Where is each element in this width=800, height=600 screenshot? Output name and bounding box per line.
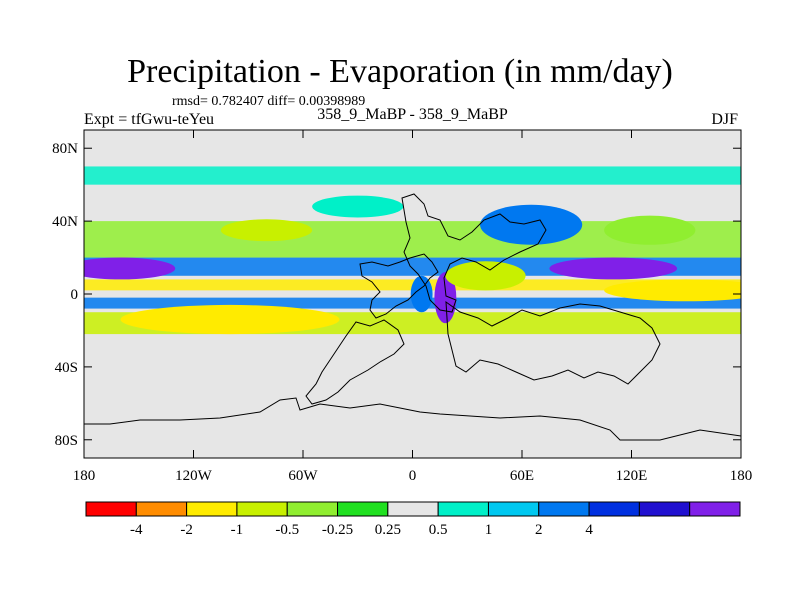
colorbar-label-4: -0.25 [322,522,353,538]
coastline-eurasia [401,193,547,313]
y-tick-label-4: 80S [55,433,78,449]
colorbar-box-10 [588,501,640,517]
colorbar-label-6: 0.5 [429,522,448,538]
colorbar-box-6 [387,501,439,517]
coastline-layer [84,193,741,441]
field-feature-9 [410,275,433,313]
colorbar-label-1: -2 [180,522,193,538]
colorbar-box-1 [135,501,188,517]
chart-title: Precipitation - Evaporation (in mm/day) [127,53,673,90]
coastline-north-america [359,253,439,319]
left-subtitle: Expt = tfGwu-teYeu [84,111,215,128]
field-band-5 [84,166,741,185]
field-feature-3 [604,279,741,302]
field-feature-5 [549,257,678,280]
y-tick-label-0: 80N [52,141,78,157]
colorbar: -4 -2 -1 -0.5 -0.25 0.25 0.5 1 2 4 [85,501,741,538]
y-tick-label-2: 0 [71,287,79,303]
colorbar-box-4 [286,501,339,517]
colorbar-label-8: 2 [535,522,543,538]
field-feature-10 [312,195,404,218]
x-tick-label-2: 60W [288,468,318,484]
field-feature-7 [480,204,583,245]
colorbar-box-9 [538,501,590,517]
x-tick-label-0: 180 [73,468,96,484]
colorbar-box-0 [85,501,137,517]
right-subtitle: DJF [711,111,738,128]
center-subtitle: 358_9_MaBP - 358_9_MaBP [317,106,508,123]
field-feature-4 [84,257,176,280]
x-tick-label-6: 180 [730,468,753,484]
coastline-south-america [305,319,405,405]
coastline-africa-australia [445,300,661,385]
field-layer [84,130,741,458]
colorbar-label-9: 4 [585,522,593,538]
field-feature-13 [604,215,696,245]
x-tick-label-5: 120E [616,468,648,484]
coastline-antarctica [84,397,741,441]
colorbar-label-2: -1 [231,522,244,538]
colorbar-box-7 [437,501,489,517]
field-feature-12 [445,261,526,291]
x-tick-label-4: 60E [510,468,534,484]
colorbar-box-3 [236,501,288,517]
axes-layer: 180 120W 60W 0 60E 120E 180 80N 40N 0 40S 80S [52,130,752,484]
field-feature-1 [120,304,340,335]
colorbar-box-11 [638,501,691,517]
field-feature-11 [220,219,313,242]
colorbar-label-3: -0.5 [275,522,299,538]
colorbar-box-8 [487,501,540,517]
x-tick-label-3: 0 [409,468,417,484]
colorbar-box-12 [689,501,741,517]
y-tick-label-3: 40S [55,360,78,376]
x-tick-label-1: 120W [175,468,213,484]
colorbar-label-5: 0.25 [375,522,401,538]
colorbar-box-2 [186,501,238,517]
colorbar-label-0: -4 [130,522,143,538]
stats-text: rmsd= 0.782407 diff= 0.00398989 [172,94,366,109]
colorbar-box-5 [337,501,389,517]
y-tick-label-1: 40N [52,214,78,230]
colorbar-label-7: 1 [485,522,493,538]
